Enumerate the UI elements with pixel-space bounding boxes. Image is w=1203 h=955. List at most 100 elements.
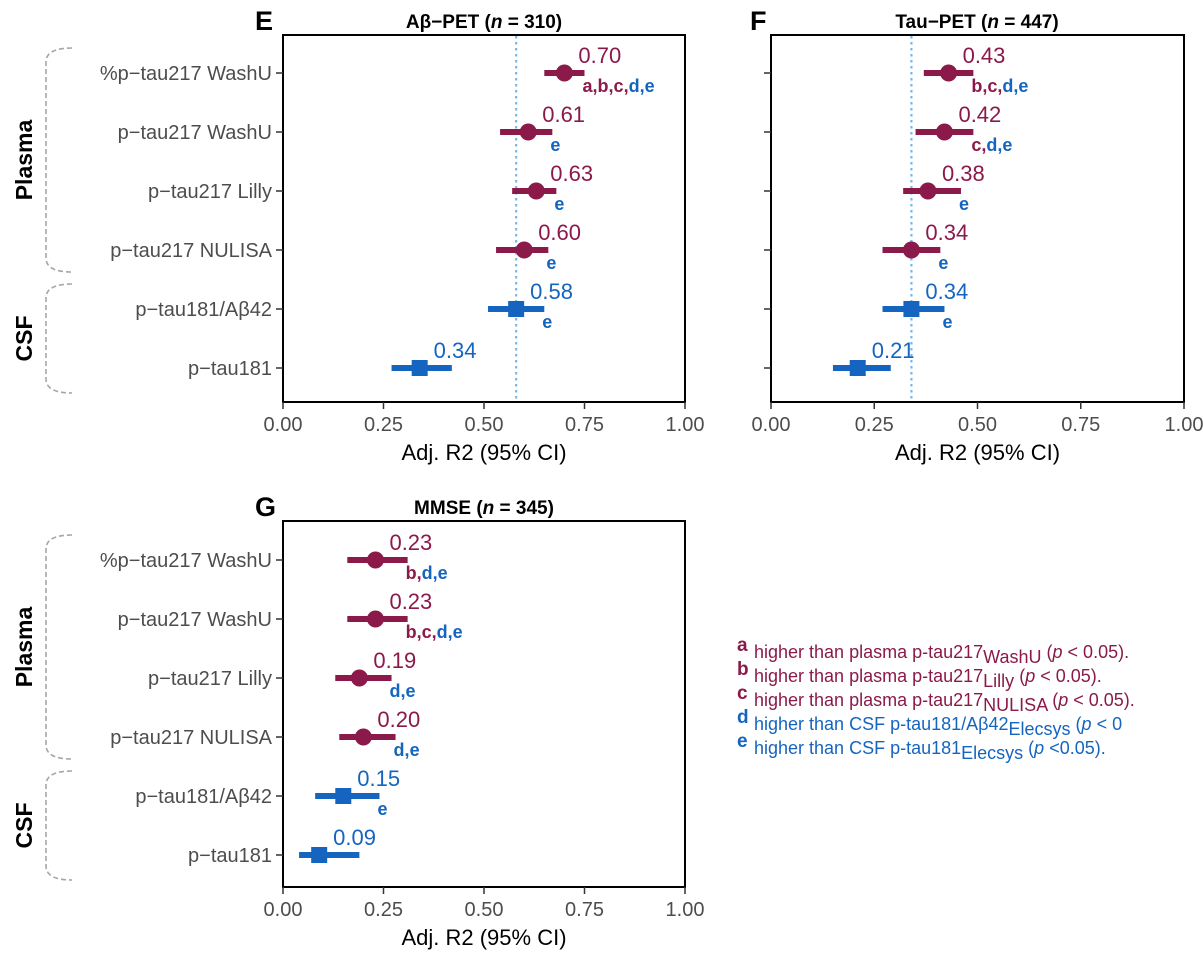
point-estimate (366, 551, 384, 569)
group-label: Plasma (11, 607, 37, 688)
significance-label: e (554, 194, 564, 214)
panel-f: F Tau−PET (n = 447) 0.00 0.25 0.50 0.75 1.00 Ad… (750, 6, 1203, 465)
row-label: p−tau217 Lilly (148, 668, 272, 690)
x-tick-label: 1.00 (666, 414, 705, 436)
value-label: 0.43 (963, 43, 1006, 68)
value-label: 0.38 (942, 161, 985, 186)
point-estimate (555, 64, 573, 82)
legend-key: e (737, 731, 748, 752)
row-label: %p−tau217 WashU (100, 550, 272, 572)
panel-letter: F (750, 6, 767, 36)
x-axis-title: Adj. R2 (95% CI) (895, 440, 1060, 465)
x-tick-label: 0.25 (855, 414, 894, 436)
row-label: %p−tau217 WashU (100, 63, 272, 85)
value-label: 0.21 (872, 338, 915, 363)
value-label: 0.34 (434, 338, 477, 363)
legend-key: d (737, 707, 749, 728)
legend-key: b (737, 659, 749, 680)
significance-label: e (938, 253, 948, 273)
row-label: p−tau217 WashU (118, 122, 272, 144)
legend-entry: higher than CSF p-tau181/Aβ42Elecsys (p … (754, 714, 1122, 739)
value-label: 0.60 (538, 220, 581, 245)
point-estimate (527, 182, 545, 200)
value-label: 0.15 (357, 766, 400, 791)
x-tick-label: 0.50 (465, 899, 504, 921)
significance-label: e (942, 312, 952, 332)
point-estimate (366, 610, 384, 628)
value-label: 0.09 (333, 825, 376, 850)
panel-g: G MMSE (n = 345) 0.00 0.25 0.50 0.75 1.00 Adj. … (11, 492, 704, 950)
row-label: p−tau217 Lilly (148, 181, 272, 203)
value-label: 0.63 (550, 161, 593, 186)
significance-label: e (546, 253, 556, 273)
significance-label: a,b,c,d,e (583, 76, 655, 96)
significance-label: d,e (390, 681, 416, 701)
panel-title: Aβ−PET (n = 310) (406, 12, 562, 33)
row-label: p−tau217 WashU (118, 609, 272, 631)
point-estimate (335, 788, 352, 804)
significance-legend: a higher than plasma p-tau217WashU (p < 0… (737, 635, 1135, 763)
group-bracket (45, 283, 73, 394)
x-tick-label: 0.75 (565, 414, 604, 436)
significance-label: b,c,d,e (971, 76, 1028, 96)
group-bracket (45, 534, 73, 760)
row-label: p−tau181 (188, 845, 272, 867)
point-estimate (411, 360, 428, 376)
panel-title: MMSE (n = 345) (414, 498, 554, 519)
point-estimate (311, 847, 328, 863)
group-bracket (45, 770, 73, 881)
point-estimate (935, 123, 953, 141)
value-label: 0.42 (958, 102, 1001, 127)
point-estimate (940, 64, 958, 82)
point-estimate (508, 301, 525, 317)
value-label: 0.20 (377, 707, 420, 732)
row-label: p−tau181/Aβ42 (135, 299, 272, 321)
point-estimate (354, 728, 372, 746)
significance-label: d,e (394, 740, 420, 760)
panel-e: E Aβ−PET (n = 310) 0.00 0.25 0.50 0.75 1.00 Adj… (11, 6, 704, 465)
significance-label: b,c,d,e (406, 622, 463, 642)
legend-entry: higher than CSF p-tau181Elecsys (p <0.05… (754, 738, 1106, 763)
group-label: CSF (11, 316, 37, 362)
x-tick-label: 0.00 (264, 899, 303, 921)
value-label: 0.58 (530, 279, 573, 304)
x-tick-label: 0.75 (1061, 414, 1100, 436)
x-tick-label: 0.00 (264, 414, 303, 436)
group-label: CSF (11, 803, 37, 849)
significance-label: b,d,e (406, 563, 448, 583)
legend-entry: higher than plasma p-tau217WashU (p < 0.… (754, 642, 1129, 667)
group-label: Plasma (11, 120, 37, 201)
value-label: 0.34 (925, 279, 968, 304)
value-label: 0.70 (578, 43, 621, 68)
significance-label: e (959, 194, 969, 214)
value-label: 0.23 (389, 589, 432, 614)
panel-letter: E (255, 6, 273, 36)
significance-label: e (542, 312, 552, 332)
group-bracket (45, 47, 73, 273)
x-tick-label: 0.00 (752, 414, 791, 436)
x-tick-label: 1.00 (1165, 414, 1203, 436)
point-estimate (350, 669, 368, 687)
significance-label: e (377, 799, 387, 819)
point-estimate (515, 241, 533, 259)
point-estimate (919, 182, 937, 200)
value-label: 0.23 (389, 530, 432, 555)
panel-letter: G (255, 492, 276, 522)
value-label: 0.61 (542, 102, 585, 127)
row-label: p−tau181/Aβ42 (135, 786, 272, 808)
row-label: p−tau181 (188, 358, 272, 380)
value-label: 0.34 (925, 220, 968, 245)
legend-entry: higher than plasma p-tau217Lilly (p < 0.… (754, 666, 1102, 691)
value-label: 0.19 (373, 648, 416, 673)
x-tick-label: 1.00 (666, 899, 705, 921)
row-label: p−tau217 NULISA (110, 240, 272, 262)
legend-key: c (737, 683, 748, 704)
point-estimate (519, 123, 537, 141)
panel-title: Tau−PET (n = 447) (895, 12, 1058, 33)
significance-label: c,d,e (971, 135, 1012, 155)
point-estimate (902, 241, 920, 259)
significance-label: e (550, 135, 560, 155)
point-estimate (849, 360, 866, 376)
legend-entry: higher than plasma p-tau217NULISA (p < 0… (754, 690, 1135, 715)
